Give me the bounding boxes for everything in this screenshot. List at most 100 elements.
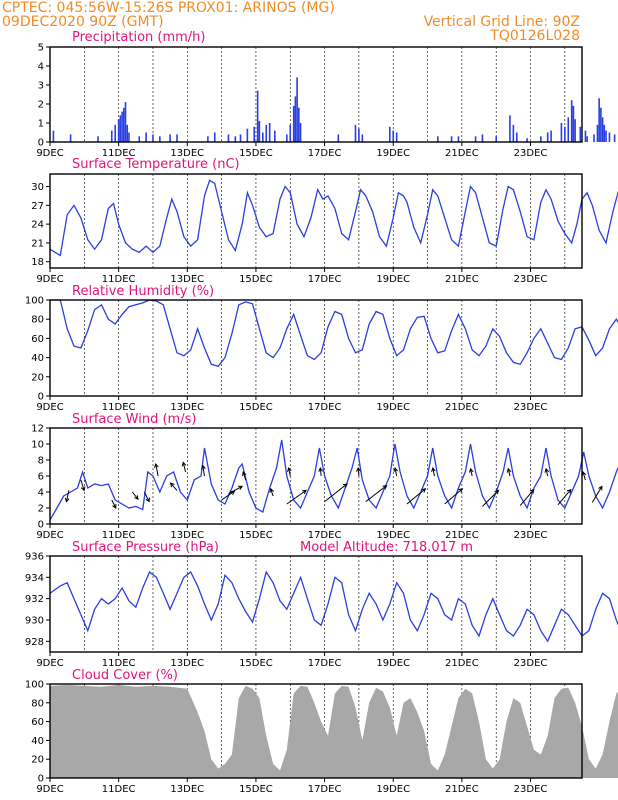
cloud-frame [49,683,583,779]
wind-wind-arrowhead [566,488,572,494]
precipitation-bar [265,124,268,142]
wind-wind-vector [202,465,205,477]
pressure-series-line [49,570,618,643]
precipitation-bar [603,124,606,142]
precipitation-bar [605,130,607,142]
wind-wind-vector [432,467,435,477]
temperature-y-tick-label: 27 [31,201,44,212]
humidity-y-tick-label: 0 [38,392,44,403]
wind-wind-vector [482,490,499,507]
wind-wind-vector [80,479,85,491]
precipitation-bar [159,136,161,142]
wind-wind-arrowhead [287,466,292,472]
precipitation-bar [572,105,575,142]
precipitation-frame [49,46,583,143]
wind-wind-vector [545,468,549,477]
precipitation-bar [481,134,484,142]
precipitation-bar [546,132,549,142]
temperature-x-tick-label: 23DEC [514,274,548,285]
wind-wind-arrowhead [356,466,361,472]
precipitation-bar [593,134,595,142]
wind-wind-vector [270,488,274,497]
wind-wind-arrowhead [145,497,150,503]
wind-wind-arrowhead [598,485,603,491]
humidity-y-tick-label: 80 [31,315,44,326]
precipitation-bar [358,128,360,142]
cloud-title: Cloud Cover (%) [72,668,178,683]
pressure-x-tick-label: 21DEC [445,658,479,669]
precipitation-bar [474,136,477,142]
humidity-x-tick-label: 19DEC [376,402,410,413]
precipitation-bar [69,134,72,142]
precipitation-bar [579,126,582,142]
precipitation-bar [138,136,141,142]
precipitation-bar [110,130,113,142]
wind-x-tick-label: 19DEC [376,530,410,541]
cloud-y-tick-label: 100 [25,680,44,691]
temperature-x-tick-label: 17DEC [308,274,342,285]
precipitation-bar [512,124,515,142]
humidity-y-tick-label: 40 [31,353,44,364]
wind-wind-arrowhead [458,488,464,493]
precipitation-y-tick-label: 0 [38,138,44,149]
pressure-x-tick-label: 13DEC [170,658,204,669]
precipitation-bar [176,134,178,142]
pressure-y-tick-label: 934 [25,573,44,584]
humidity-x-tick-label: 17DEC [308,402,342,413]
precipitation-bar [567,117,570,142]
temperature-y-tick-label: 18 [31,257,44,268]
temperature-x-tick-label: 11DEC [102,274,136,285]
precipitation-bar [246,128,249,142]
wind-wind-arrowhead [181,461,187,467]
cloud-y-tick-label: 60 [31,717,44,728]
humidity-x-tick-label: 13DEC [170,402,204,413]
header-model-code: TQ0126L028 [489,28,580,44]
cloud-y-tick-label: 0 [38,774,44,785]
wind-x-tick-label: 17DEC [308,530,342,541]
wind-wind-vector [365,485,387,502]
precipitation-bar [227,134,230,142]
wind-wind-vector [406,488,426,505]
precipitation-bar [253,126,256,142]
cloud-panel: 0 20 40 60 80 100 9DEC 11DEC 13DEC 15DEC 17DEC 19DE… [25,668,618,795]
precipitation-y-tick-label: 2 [38,100,44,111]
wind-panel: 0 2 4 6 8 10 12 9DEC 11DEC 13DEC 15DEC 17DEC 19DEC 21… [31,412,618,541]
precipitation-bar [560,123,563,142]
wind-wind-arrowhead [469,467,474,473]
humidity-y-tick-label: 100 [25,296,44,307]
wind-wind-vector [582,471,586,481]
precipitation-panel: 0 1 2 3 4 5 9DEC 11DEC 13DEC 15DEC 17DEC 19DEC 21DEC… [36,30,616,159]
precipitation-bar [126,124,129,142]
precipitation-bar [564,126,566,142]
temperature-panel: 18 21 24 27 30 9DEC 11DEC 13DEC 15DEC 17DEC 19DEC 2… [31,157,618,285]
precipitation-y-tick-label: 1 [38,119,44,130]
wind-y-tick-label: 6 [38,472,44,483]
precipitation-x-tick-label: 21DEC [445,148,479,159]
precipitation-bar [450,136,453,142]
wind-wind-arrowhead [201,464,206,470]
wind-y-tick-label: 0 [38,520,44,531]
wind-wind-arrowhead [112,503,117,509]
pressure-x-tick-label: 11DEC [102,658,136,669]
precipitation-bar [145,132,147,142]
wind-wind-arrowhead [393,466,398,472]
precipitation-bar [613,134,616,142]
precipitation-bar [574,119,576,142]
humidity-x-tick-label: 11DEC [102,402,136,413]
precipitation-bar [213,132,216,142]
precipitation-bar [361,134,364,142]
pressure-x-tick-label: 19DEC [376,658,410,669]
wind-wind-vector [357,467,360,477]
wind-title: Surface Wind (m/s) [72,412,196,427]
pressure-frame [49,555,583,653]
precipitation-bar [584,130,587,142]
precipitation-x-tick-label: 15DEC [239,148,273,159]
precipitation-bar [289,124,292,142]
wind-wind-arrowhead [134,495,139,501]
temperature-title: Surface Temperature (nC) [72,157,240,172]
wind-wind-arrowhead [80,486,86,492]
precipitation-bar [119,115,122,142]
wind-wind-vector [143,491,150,502]
pressure-panel: 928 930 932 934 936 9DEC 11DEC 13DEC 15DEC 17DEC 1… [25,540,618,669]
wind-wind-arrowhead [318,466,324,472]
